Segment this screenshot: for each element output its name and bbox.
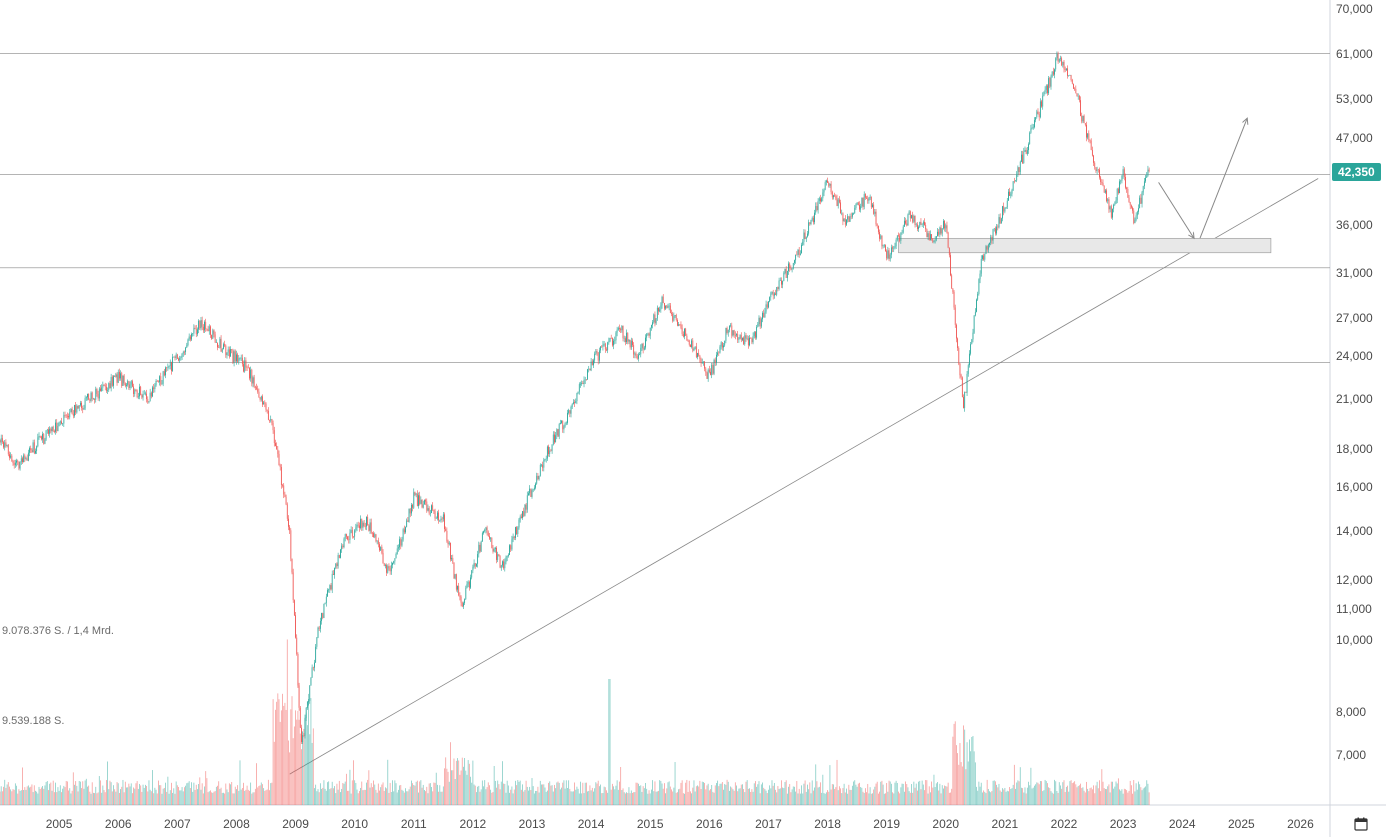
x-axis-label: 2018 xyxy=(814,817,841,831)
y-axis-label: 70,000 xyxy=(1336,2,1380,16)
x-axis-label: 2005 xyxy=(46,817,73,831)
current-price-tag: 42,350 xyxy=(1332,163,1381,181)
y-axis-label: 12,000 xyxy=(1336,573,1380,587)
y-axis-label: 10,000 xyxy=(1336,633,1380,647)
y-axis-label: 21,000 xyxy=(1336,392,1380,406)
x-axis-label: 2024 xyxy=(1169,817,1196,831)
x-axis-label: 2016 xyxy=(696,817,723,831)
x-axis-label: 2013 xyxy=(519,817,546,831)
y-axis-label: 31,000 xyxy=(1336,266,1380,280)
y-axis-label: 61,000 xyxy=(1336,47,1380,61)
calendar-icon[interactable] xyxy=(1354,817,1368,831)
volume-info-label: 9.078.376 S. / 1,4 Mrd. xyxy=(2,625,114,637)
x-axis-label: 2008 xyxy=(223,817,250,831)
x-axis-label: 2020 xyxy=(932,817,959,831)
y-axis-label: 7,000 xyxy=(1336,748,1380,762)
x-axis-label: 2017 xyxy=(755,817,782,831)
x-axis-label: 2009 xyxy=(282,817,309,831)
y-axis-label: 53,000 xyxy=(1336,92,1380,106)
x-axis-label: 2007 xyxy=(164,817,191,831)
x-axis-label: 2010 xyxy=(341,817,368,831)
x-axis-label: 2014 xyxy=(578,817,605,831)
x-axis-label: 2022 xyxy=(1051,817,1078,831)
y-axis-label: 14,000 xyxy=(1336,524,1380,538)
price-chart[interactable] xyxy=(0,0,1386,837)
y-axis-label: 18,000 xyxy=(1336,442,1380,456)
x-axis-label: 2023 xyxy=(1110,817,1137,831)
x-axis-label: 2011 xyxy=(401,817,427,831)
y-axis-label: 8,000 xyxy=(1336,705,1380,719)
x-axis-label: 2021 xyxy=(992,817,1019,831)
y-axis-label: 24,000 xyxy=(1336,349,1380,363)
x-axis-label: 2006 xyxy=(105,817,132,831)
x-axis-label: 2015 xyxy=(637,817,664,831)
y-axis-label: 16,000 xyxy=(1336,480,1380,494)
y-axis-label: 27,000 xyxy=(1336,311,1380,325)
volume-info-label: 9.539.188 S. xyxy=(2,715,64,727)
y-axis-label: 11,000 xyxy=(1336,602,1380,616)
x-axis-label: 2026 xyxy=(1287,817,1314,831)
x-axis-label: 2025 xyxy=(1228,817,1255,831)
x-axis-label: 2019 xyxy=(873,817,900,831)
y-axis-label: 36,000 xyxy=(1336,218,1380,232)
y-axis-label: 47,000 xyxy=(1336,131,1380,145)
x-axis-label: 2012 xyxy=(460,817,487,831)
